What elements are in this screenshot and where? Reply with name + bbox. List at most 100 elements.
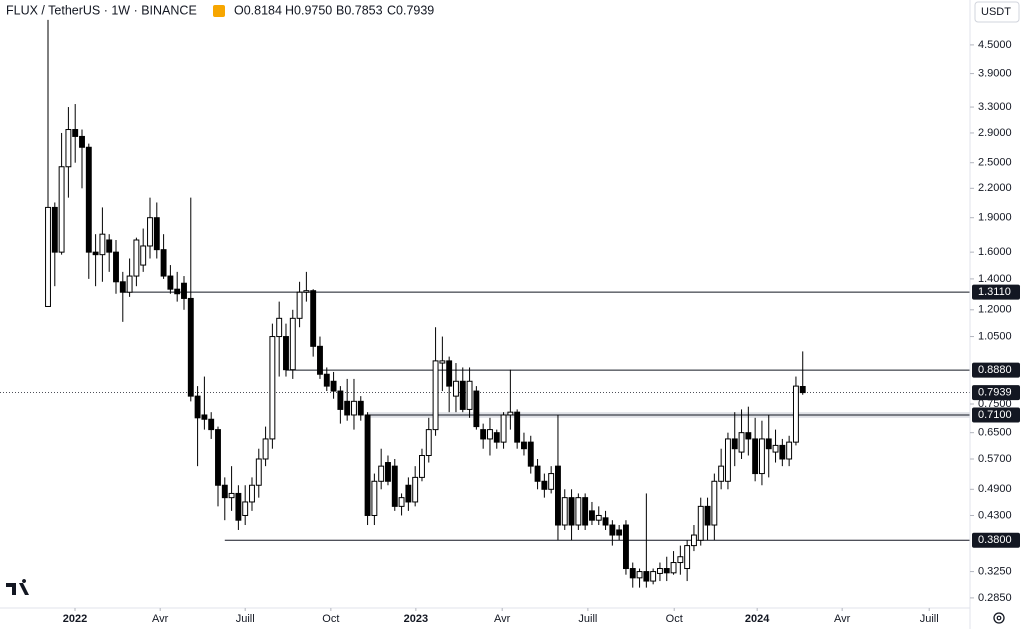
- candle-body: [167, 275, 174, 290]
- candle-body: [643, 571, 650, 582]
- candle-body: [786, 441, 793, 460]
- candle-body: [72, 129, 79, 137]
- candle-body: [514, 411, 521, 443]
- candle-body: [609, 524, 616, 536]
- x-tick-label: Oct: [322, 613, 339, 625]
- candle-body: [174, 288, 181, 295]
- y-tick-label: 0.5700: [978, 453, 1012, 465]
- candle-body: [724, 438, 731, 482]
- candle-body: [480, 429, 487, 440]
- candle-body: [500, 414, 507, 443]
- candle-body: [718, 465, 725, 482]
- y-tick-label: 4.5000: [978, 39, 1012, 51]
- candle-body: [371, 480, 378, 516]
- y-tick-label: 0.2850: [978, 592, 1012, 604]
- candle-body: [439, 360, 446, 364]
- candle-body: [235, 492, 242, 521]
- y-tick-label: 0.4900: [978, 483, 1012, 495]
- candle-body: [337, 390, 344, 410]
- x-tick-label: Juill: [920, 613, 939, 625]
- y-tick-label: 3.3000: [978, 101, 1012, 113]
- candle-body: [208, 418, 215, 431]
- currency-button[interactable]: [974, 1, 1020, 23]
- candle-body: [79, 135, 85, 148]
- x-tick-label: 2023: [404, 613, 428, 625]
- settings-icon[interactable]: [993, 612, 1005, 624]
- candle-body: [657, 568, 663, 574]
- candle-body: [589, 510, 595, 521]
- candle-body: [181, 282, 187, 299]
- candle-body: [378, 465, 385, 482]
- x-tick-label: Juill: [236, 613, 255, 625]
- candle-body: [385, 462, 391, 482]
- candle-body: [779, 444, 786, 460]
- candle-body: [398, 497, 405, 507]
- alert-icon[interactable]: [213, 5, 225, 17]
- candle-body: [419, 455, 425, 478]
- candle-body: [473, 390, 480, 428]
- candle-body: [296, 291, 303, 319]
- x-tick-label: 2022: [63, 613, 87, 625]
- candle-body: [283, 336, 289, 371]
- candle-body: [45, 206, 51, 307]
- y-tick-label: 1.9000: [978, 212, 1012, 224]
- candle-body: [344, 400, 351, 416]
- last-price-label: 0.7939: [978, 386, 1012, 398]
- x-tick-label: Oct: [666, 613, 683, 625]
- y-tick-label: 2.5000: [978, 157, 1012, 169]
- last-price-label-box: [972, 385, 1020, 401]
- level-label: 1.3110: [978, 286, 1011, 298]
- candle-body: [187, 297, 194, 397]
- y-tick-label: 1.2000: [978, 304, 1012, 316]
- candle-body: [310, 290, 317, 347]
- candle-body: [249, 484, 255, 503]
- level-label: 0.3800: [978, 534, 1012, 546]
- candle-body: [459, 380, 466, 410]
- candle-body: [555, 465, 561, 526]
- candle-body: [650, 571, 657, 582]
- candle-body: [99, 233, 106, 256]
- candle-body: [351, 400, 357, 416]
- candle-body: [616, 529, 623, 536]
- candle-body: [629, 568, 636, 579]
- candle-body: [357, 400, 364, 416]
- candle-body: [153, 217, 160, 251]
- candle-body: [303, 290, 310, 293]
- candle-body: [534, 465, 541, 482]
- candle-body: [677, 556, 684, 564]
- currency-label: USDT: [981, 6, 1011, 18]
- candle-body: [697, 505, 704, 541]
- y-tick-label: 2.2000: [978, 182, 1012, 194]
- level-label-box: [972, 532, 1020, 548]
- candle-body: [194, 395, 201, 419]
- candle-body: [323, 373, 330, 387]
- candle-body: [745, 432, 752, 440]
- ohlc-high: H0.9750: [285, 3, 332, 17]
- candle-body: [690, 534, 697, 547]
- candle-body: [432, 360, 439, 431]
- y-tick-label: 0.6500: [978, 427, 1012, 439]
- y-tick-label: 0.4300: [978, 509, 1012, 521]
- candle-body: [255, 458, 262, 486]
- candle-body: [289, 317, 296, 371]
- candle-body: [160, 249, 167, 277]
- candle-body: [493, 432, 500, 443]
- candle-body: [119, 281, 126, 293]
- candle-body: [453, 380, 459, 397]
- candle-body: [262, 438, 269, 460]
- candle-body: [317, 345, 323, 375]
- candle-body: [568, 497, 575, 526]
- candle-body: [106, 239, 113, 253]
- candle-body: [269, 336, 276, 440]
- candle-body: [684, 545, 691, 570]
- candle-body: [58, 166, 65, 253]
- candle-body: [595, 514, 602, 521]
- x-tick-label: Juill: [578, 613, 597, 625]
- candle-body: [412, 476, 419, 503]
- candle-body: [228, 492, 235, 499]
- tv-logo: [6, 579, 29, 595]
- x-tick-label: Avr: [494, 613, 511, 625]
- zone-label-box: [972, 407, 1020, 423]
